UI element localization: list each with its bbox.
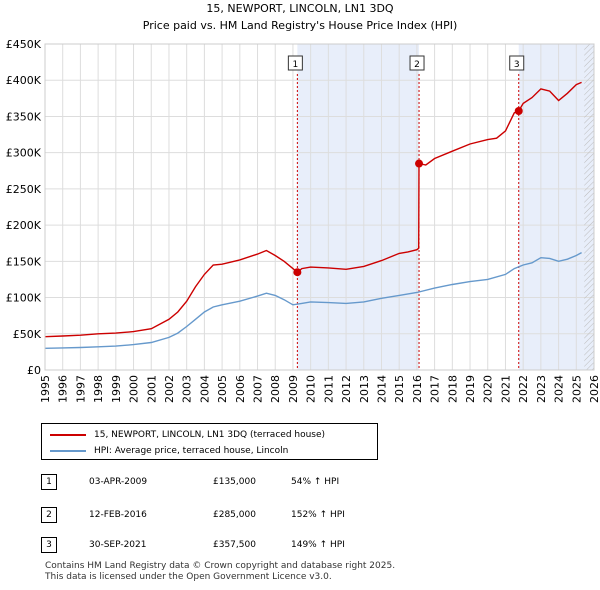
legend-property-swatch (50, 433, 86, 436)
y-tick-label: £200K (6, 219, 42, 232)
sale-price: £135,000 (213, 477, 256, 487)
y-tick-label: £100K (6, 292, 42, 305)
y-tick-label: £150K (6, 255, 42, 268)
sale-label: 1 (292, 60, 298, 70)
legend-item-property: 15, NEWPORT, LINCOLN, LN1 3DQ (terraced … (50, 428, 325, 442)
legend: 15, NEWPORT, LINCOLN, LN1 3DQ (terraced … (41, 423, 378, 460)
x-tick-label: 2024 (553, 375, 566, 403)
y-tick-label: £400K (6, 74, 42, 87)
legend-property-label: 15, NEWPORT, LINCOLN, LN1 3DQ (terraced … (94, 430, 326, 440)
x-tick-label: 2009 (287, 375, 300, 403)
x-tick-label: 2016 (411, 375, 424, 403)
x-tick-label: 1997 (74, 375, 87, 403)
sale-date: 12-FEB-2016 (89, 510, 147, 520)
sale-point (293, 268, 302, 277)
x-tick-label: 2011 (322, 375, 335, 403)
y-tick-label: £0 (27, 364, 41, 377)
y-tick-label: £450K (6, 38, 42, 51)
sale-point (415, 159, 424, 168)
sale-period-shade (297, 44, 420, 370)
y-tick-label: £300K (6, 147, 42, 160)
x-tick-label: 2001 (145, 375, 158, 403)
price-chart: 15, NEWPORT, LINCOLN, LN1 3DQ Price paid… (6, 2, 600, 403)
sale-label-box (409, 55, 425, 71)
sale-number-badge: 1 (41, 474, 57, 490)
legend-hpi-swatch (50, 449, 86, 452)
legend-hpi-label: HPI: Average price, terraced house, Linc… (94, 446, 289, 456)
x-tick-label: 2010 (305, 375, 318, 403)
sale-hpi-change: 54% ↑ HPI (291, 477, 340, 487)
sale-price: £285,000 (213, 510, 256, 520)
forecast-hatch (584, 44, 594, 370)
x-tick-label: 2002 (163, 375, 176, 403)
x-tick-label: 2021 (499, 375, 512, 403)
x-tick-label: 2007 (252, 375, 265, 403)
x-tick-label: 2003 (181, 375, 194, 403)
x-tick-label: 2004 (198, 375, 211, 403)
sale-label: 2 (414, 60, 420, 70)
sale-row: 2 12-FEB-2016 £285,000 152% ↑ HPI (41, 507, 561, 523)
sale-hpi-change: 149% ↑ HPI (291, 540, 345, 550)
sale-point (514, 107, 523, 116)
sale-number-badge: 2 (41, 507, 57, 523)
legend-item-hpi: HPI: Average price, terraced house, Linc… (50, 444, 288, 458)
x-tick-label: 2000 (128, 375, 141, 403)
x-tick-label: 1996 (57, 375, 70, 403)
x-tick-label: 2020 (482, 375, 495, 403)
x-tick-label: 2022 (517, 375, 530, 403)
sale-price: £357,500 (213, 540, 256, 550)
x-tick-label: 2008 (269, 375, 282, 403)
sale-label-box (509, 55, 525, 71)
x-tick-label: 2005 (216, 375, 229, 403)
footer-line-copyright: Contains HM Land Registry data © Crown c… (45, 561, 396, 571)
sale-label: 3 (514, 60, 520, 70)
footer-attribution: Contains HM Land Registry data © Crown c… (45, 561, 395, 583)
x-tick-label: 2019 (464, 375, 477, 403)
x-tick-label: 2015 (393, 375, 406, 403)
x-tick-label: 2023 (535, 375, 548, 403)
sale-hpi-change: 152% ↑ HPI (291, 510, 345, 520)
x-tick-label: 2018 (446, 375, 459, 403)
sale-date: 30-SEP-2021 (89, 540, 147, 550)
footer-line-licence: This data is licensed under the Open Gov… (45, 572, 332, 582)
sale-row: 1 03-APR-2009 £135,000 54% ↑ HPI (41, 474, 561, 490)
y-tick-label: £350K (6, 110, 42, 123)
chart-subtitle: Price paid vs. HM Land Registry's House … (143, 19, 458, 32)
x-tick-label: 2006 (234, 375, 247, 403)
chart-title: 15, NEWPORT, LINCOLN, LN1 3DQ (206, 2, 394, 15)
x-tick-label: 1995 (39, 375, 52, 403)
sale-period-shade (518, 44, 594, 370)
x-tick-label: 2017 (429, 375, 442, 403)
x-tick-label: 1998 (92, 375, 105, 403)
x-tick-label: 1999 (110, 375, 123, 403)
sale-row: 3 30-SEP-2021 £357,500 149% ↑ HPI (41, 537, 561, 553)
sale-number-badge: 3 (41, 537, 57, 553)
x-tick-label: 2013 (358, 375, 371, 403)
plot-frame (44, 43, 595, 371)
sale-date: 03-APR-2009 (89, 477, 148, 487)
x-tick-label: 2014 (375, 375, 388, 403)
sale-label-box (287, 55, 303, 71)
series-line (44, 251, 582, 349)
y-tick-label: £50K (13, 328, 42, 341)
x-tick-label: 2026 (588, 375, 600, 403)
x-tick-label: 2012 (340, 375, 353, 403)
y-tick-label: £250K (6, 183, 42, 196)
x-tick-label: 2025 (570, 375, 583, 403)
